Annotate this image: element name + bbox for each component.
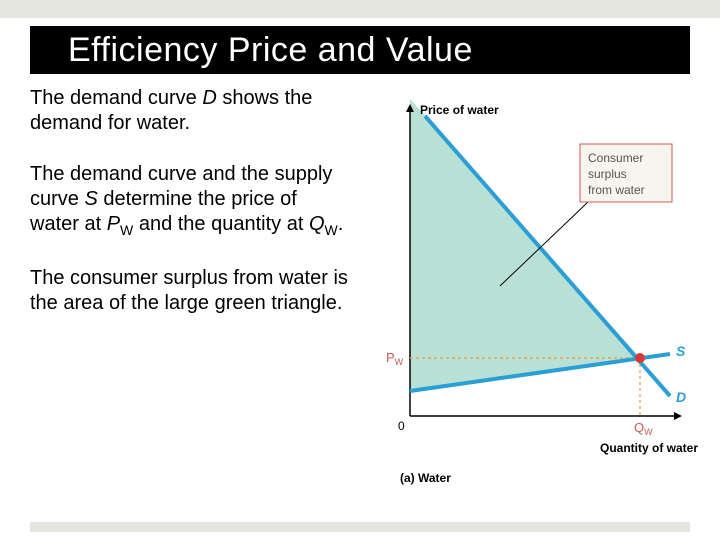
p2-qw-sub: W (325, 222, 338, 238)
equilibrium-point (635, 353, 645, 363)
body-text: The demand curve D shows the demand for … (30, 86, 350, 342)
p2-pw-sub: W (120, 222, 133, 238)
p2-qw: Q (309, 213, 325, 235)
top-accent-bar (0, 0, 720, 18)
chart-svg: Consumer surplus from water Price of water Q… (370, 86, 700, 506)
p2-part-d: . (338, 213, 344, 235)
qw-label: QW (634, 420, 653, 437)
s-label: S (676, 343, 686, 359)
chart-container: Consumer surplus from water Price of water Q… (370, 86, 700, 506)
paragraph-1: The demand curve D shows the demand for … (30, 86, 350, 136)
surplus-triangle (410, 99, 640, 391)
x-axis-label: Quantity of water (600, 441, 698, 455)
pw-label: PW (386, 350, 404, 367)
slide-title-bar: Efficiency Price and Value (30, 26, 690, 74)
chart-caption: (a) Water (400, 471, 451, 485)
slide-title: Efficiency Price and Value (68, 31, 473, 70)
origin-label: 0 (398, 419, 405, 433)
x-axis-arrow (674, 412, 682, 420)
p1-demand-symbol: D (202, 87, 216, 109)
callout-line2: surplus (588, 167, 627, 181)
y-axis-label: Price of water (420, 103, 499, 117)
paragraph-2: The demand curve and the supply curve S … (30, 162, 350, 240)
paragraph-3: The consumer surplus from water is the a… (30, 266, 350, 316)
p1-part-a: The demand curve (30, 87, 202, 109)
d-label: D (676, 389, 686, 405)
callout-line1: Consumer (588, 151, 643, 165)
p2-supply-symbol: S (84, 188, 97, 210)
bottom-accent-bar (30, 522, 690, 532)
callout-line3: from water (588, 183, 645, 197)
p2-pw: P (107, 213, 120, 235)
p2-part-c: and the quantity at (133, 213, 309, 235)
